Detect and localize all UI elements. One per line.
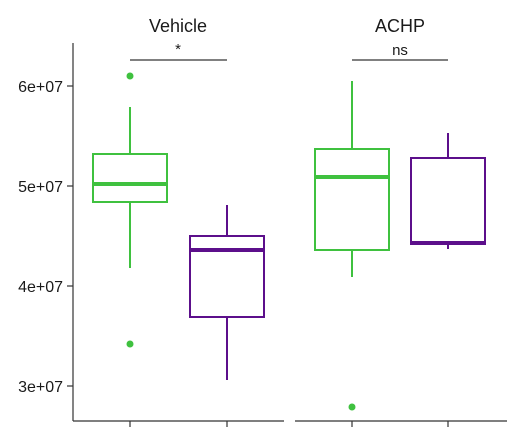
y-tick-label-0: 3e+07 (18, 379, 63, 396)
facet2-box2 (410, 133, 486, 249)
significance-label-1: * (175, 41, 181, 58)
boxes-layer (92, 72, 486, 411)
y-tick-label-2: 5e+07 (18, 179, 63, 196)
facet2-box1-iqr-rect (314, 148, 390, 251)
facet1-box1-outlier-1 (126, 340, 134, 348)
significance-label-2: ns (392, 42, 408, 59)
facet2-box1-outlier-0 (348, 403, 356, 411)
facet-title-2: ACHP (375, 16, 425, 36)
facet1-box1 (92, 72, 168, 348)
facet1-box1-iqr-rect (92, 153, 168, 203)
y-axis-ticks: 3e+07 4e+07 5e+07 6e+07 (18, 79, 73, 396)
facet1-box1-outlier-0 (126, 72, 134, 80)
facet2-box1 (314, 81, 390, 411)
facet1-box2 (189, 205, 265, 380)
y-tick-label-1: 4e+07 (18, 279, 63, 296)
y-tick-label-3: 6e+07 (18, 79, 63, 96)
facet2-box2-iqr-rect (410, 157, 486, 245)
facet-title-1: Vehicle (149, 16, 207, 36)
